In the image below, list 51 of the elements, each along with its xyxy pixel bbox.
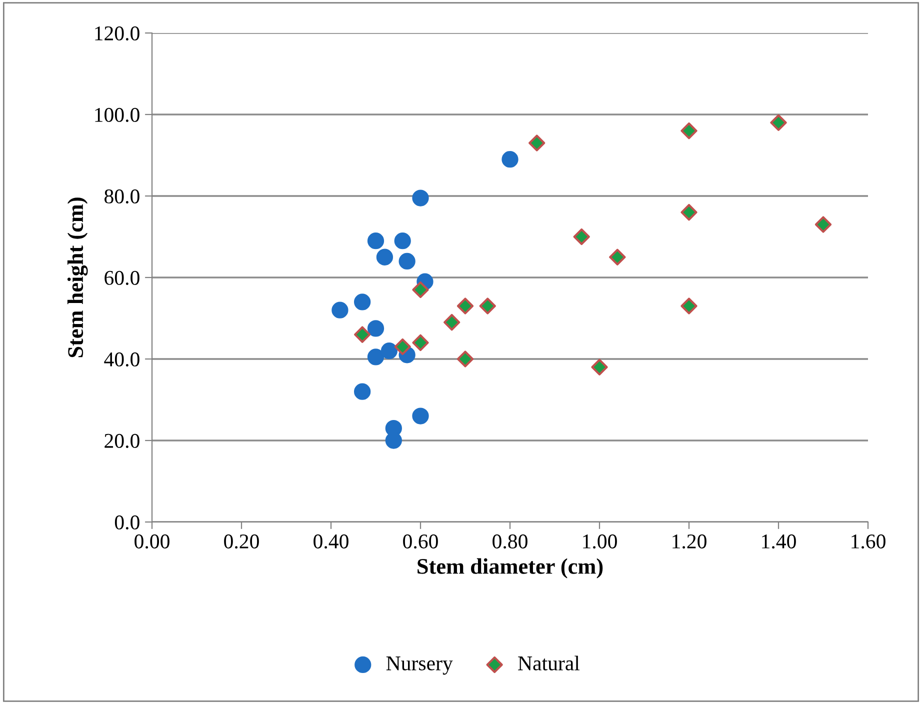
point	[412, 190, 429, 206]
point	[456, 350, 474, 368]
point	[680, 298, 698, 314]
point	[394, 232, 411, 250]
x-tick-label: 1.60	[852, 534, 886, 549]
y-tick-label: 40.0	[104, 352, 140, 367]
point	[591, 358, 608, 376]
x-tick-label: 0.40	[314, 534, 348, 549]
x-tick-label: 0.00	[134, 534, 170, 549]
point	[367, 320, 384, 337]
point	[456, 298, 474, 314]
point	[412, 408, 429, 424]
point	[332, 302, 348, 318]
point	[443, 314, 460, 331]
point	[479, 298, 496, 314]
point	[394, 338, 411, 356]
x-tick-label: 0.80	[492, 534, 528, 549]
y-tick-label: 80.0	[104, 189, 140, 204]
legend-label: Natural	[518, 656, 580, 670]
point	[528, 134, 546, 152]
x-tick-label: 0.20	[224, 534, 259, 549]
point	[354, 294, 371, 310]
point	[380, 342, 398, 360]
x-tick-label: 1.00	[583, 534, 617, 549]
x-axis-title: Stem diameter (cm)	[418, 558, 603, 578]
point	[502, 150, 518, 168]
point	[385, 432, 402, 449]
point	[354, 383, 371, 400]
y-tick-label: 20.0	[104, 434, 140, 448]
y-tick-label: 100.0	[95, 108, 140, 122]
point	[770, 114, 787, 131]
point	[367, 232, 384, 250]
point	[398, 252, 416, 270]
point	[376, 248, 394, 266]
x-tick-label: 1.40	[762, 534, 796, 549]
y-axis-title: Stem height (cm)	[67, 198, 88, 358]
y-tick-label: 120.0	[95, 26, 140, 41]
point	[354, 326, 371, 343]
point	[680, 204, 698, 221]
y-tick-label: 0.0	[114, 515, 140, 530]
y-tick-label: 60.0	[104, 270, 140, 286]
x-tick-label: 1.20	[672, 534, 706, 549]
point	[609, 248, 626, 266]
point	[814, 216, 832, 233]
point	[573, 228, 590, 246]
legend-label: Nursery	[386, 656, 453, 675]
point	[680, 122, 698, 140]
point	[367, 348, 384, 366]
point	[412, 281, 429, 298]
x-tick-label: 0.60	[403, 534, 438, 549]
point	[412, 334, 429, 352]
